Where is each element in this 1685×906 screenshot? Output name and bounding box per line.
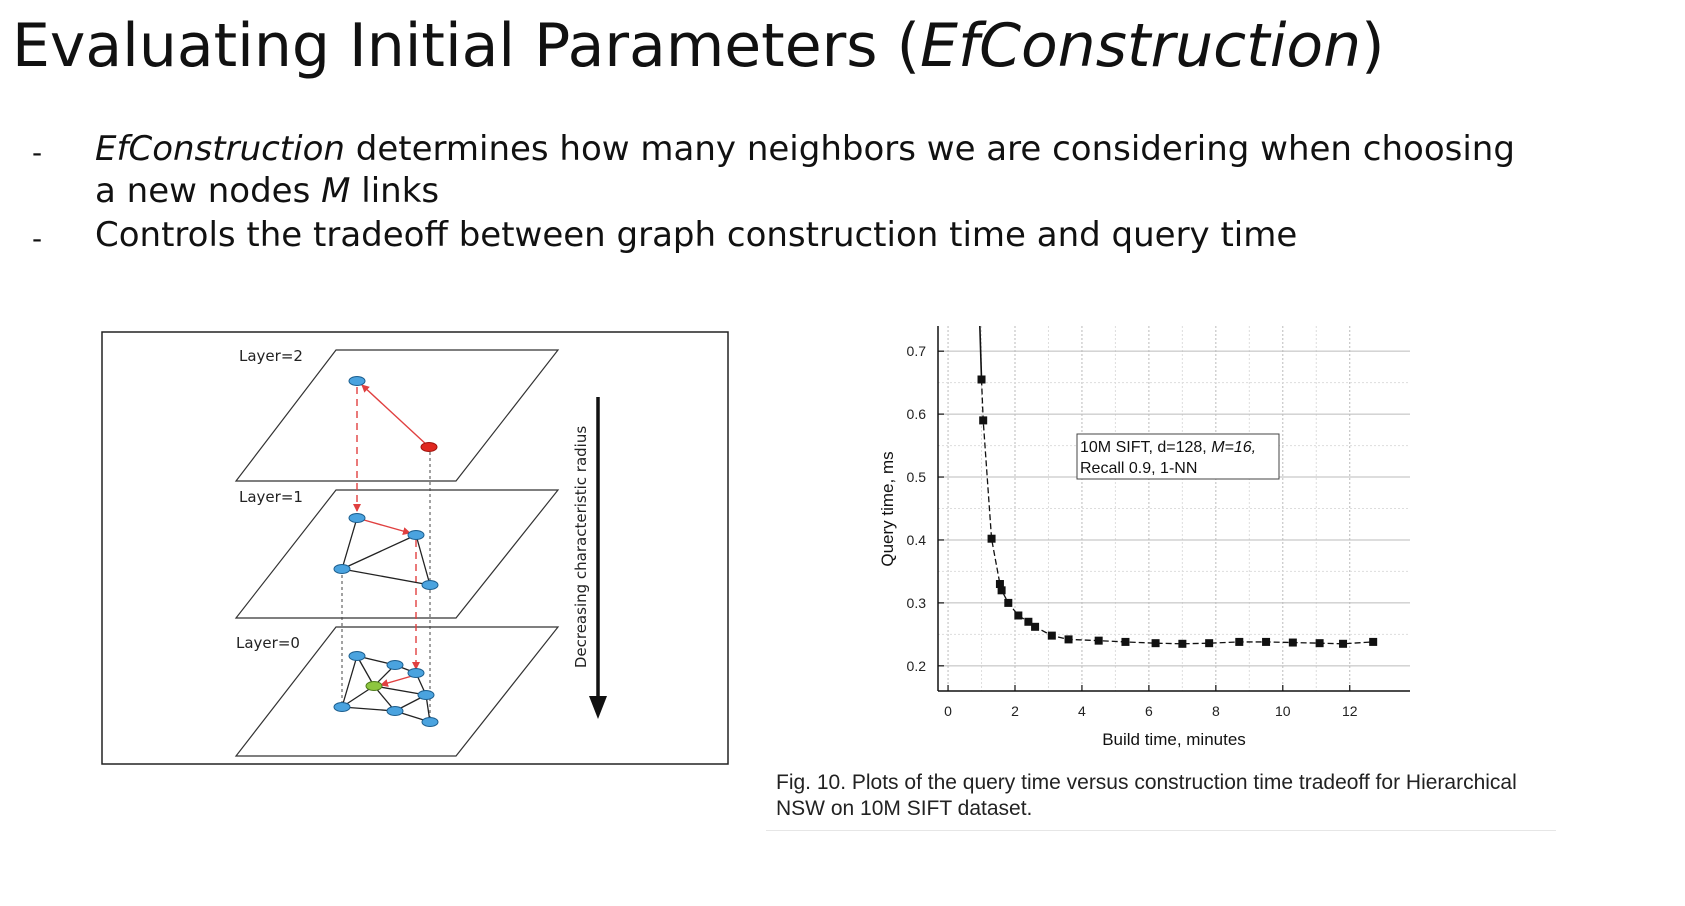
data-point xyxy=(1369,637,1378,646)
x-tick-label: 12 xyxy=(1342,703,1358,719)
node xyxy=(348,376,366,386)
graph-nodes xyxy=(333,376,439,727)
node xyxy=(421,717,439,727)
title-italic: EfConstruction xyxy=(920,11,1362,81)
x-tick-label: 0 xyxy=(944,703,952,719)
figure-caption: Fig. 10. Plots of the query time versus … xyxy=(776,771,1517,820)
layer-plane-1 xyxy=(234,489,560,619)
annotation-line-2: Recall 0.9, 1-NN xyxy=(1080,460,1197,477)
data-point xyxy=(1014,611,1023,620)
data-point xyxy=(1178,639,1187,648)
leading-curve xyxy=(979,325,983,380)
x-tick-label: 10 xyxy=(1275,703,1291,719)
data-point xyxy=(1047,631,1056,640)
bullet-text-end: links xyxy=(350,171,440,211)
data-point xyxy=(1031,622,1040,631)
bullet-item: - Controls the tradeoff between graph con… xyxy=(0,214,1515,256)
data-point xyxy=(1315,639,1324,648)
annotation-line-1: 10M SIFT, d=128, M=16, xyxy=(1080,439,1256,456)
layer-plane-2 xyxy=(234,349,560,482)
y-axis-label: Query time, ms xyxy=(878,451,897,566)
y-tick-labels: 0.2 0.3 0.4 0.5 0.6 0.7 xyxy=(907,343,927,674)
node xyxy=(407,530,425,540)
node xyxy=(333,564,351,574)
data-point xyxy=(1094,636,1103,645)
x-tick-label: 4 xyxy=(1078,703,1086,719)
data-point xyxy=(979,416,988,425)
data-point xyxy=(1339,639,1348,648)
down-arrow-icon xyxy=(589,397,607,719)
x-axis-label: Build time, minutes xyxy=(1102,730,1246,749)
series-line xyxy=(980,379,1374,645)
title-suffix: ) xyxy=(1361,11,1385,81)
data-point xyxy=(1151,639,1160,648)
layer-label-1: Layer=1 xyxy=(239,488,303,506)
bullet-list: - EfConstruction determines how many neig… xyxy=(0,128,1515,256)
data-point xyxy=(1121,637,1130,646)
y-tick-label: 0.4 xyxy=(907,532,927,548)
hnsw-diagram: Layer=2 Layer=1 Layer=0 xyxy=(101,331,729,765)
entry-node xyxy=(420,442,438,452)
data-point xyxy=(1288,638,1297,647)
data-point xyxy=(1262,637,1271,646)
radius-label: Decreasing characteristic radius xyxy=(572,426,590,668)
y-tick-label: 0.3 xyxy=(907,595,927,611)
node xyxy=(348,651,366,661)
bullet-dash: - xyxy=(32,136,43,169)
data-point xyxy=(1024,617,1033,626)
tradeoff-chart: 0 2 4 6 8 10 12 0.2 0.3 0.4 0.5 0.6 0.7 10M SIFT, d… xyxy=(878,325,1410,749)
caption-divider xyxy=(766,830,1556,831)
chart-axes xyxy=(937,326,1410,692)
greedy-search-edges xyxy=(361,384,429,687)
node xyxy=(407,668,425,678)
diagram-frame xyxy=(101,331,729,765)
layer-plane-0 xyxy=(234,626,560,757)
x-tick-label: 2 xyxy=(1011,703,1019,719)
node xyxy=(421,580,439,590)
bullet-italic-term: EfConstruction xyxy=(95,129,345,169)
data-point xyxy=(1235,637,1244,646)
node xyxy=(348,513,366,523)
y-tick-label: 0.5 xyxy=(907,469,927,485)
data-points xyxy=(977,375,1378,648)
title-prefix: Evaluating Initial Parameters ( xyxy=(12,11,921,81)
data-point xyxy=(997,586,1006,595)
annotation-plain: 10M SIFT, d=128, xyxy=(1080,439,1211,456)
target-node xyxy=(365,681,383,691)
bullet-item: - EfConstruction determines how many neig… xyxy=(0,128,1515,212)
page-title: Evaluating Initial Parameters (EfConstru… xyxy=(12,6,1385,86)
annotation-italic: M=16, xyxy=(1211,439,1256,456)
node xyxy=(417,690,435,700)
x-tick-label: 8 xyxy=(1212,703,1220,719)
annotation-box xyxy=(1076,433,1280,480)
y-tick-label: 0.2 xyxy=(907,658,927,674)
data-point xyxy=(987,534,996,543)
data-point xyxy=(1205,639,1214,648)
bullet-italic-m: M xyxy=(321,171,351,211)
y-tick-label: 0.7 xyxy=(907,343,927,359)
x-tick-label: 6 xyxy=(1145,703,1153,719)
x-tick-labels: 0 2 4 6 8 10 12 xyxy=(944,703,1358,719)
bullet-text: determines how many neighbors we are con… xyxy=(95,129,1515,211)
node xyxy=(333,702,351,712)
chart-grid xyxy=(938,326,1410,691)
data-point xyxy=(995,580,1004,589)
y-tick-label: 0.6 xyxy=(907,406,927,422)
data-point xyxy=(1004,598,1013,607)
node xyxy=(386,660,404,670)
bullet-dash: - xyxy=(32,222,43,255)
layer-label-2: Layer=2 xyxy=(239,347,303,365)
bullet-text: Controls the tradeoff between graph cons… xyxy=(95,215,1298,255)
data-point xyxy=(1064,635,1073,644)
layer-label-0: Layer=0 xyxy=(236,634,300,652)
search-descent-lines xyxy=(353,387,420,670)
node xyxy=(386,706,404,716)
data-point xyxy=(977,375,986,384)
